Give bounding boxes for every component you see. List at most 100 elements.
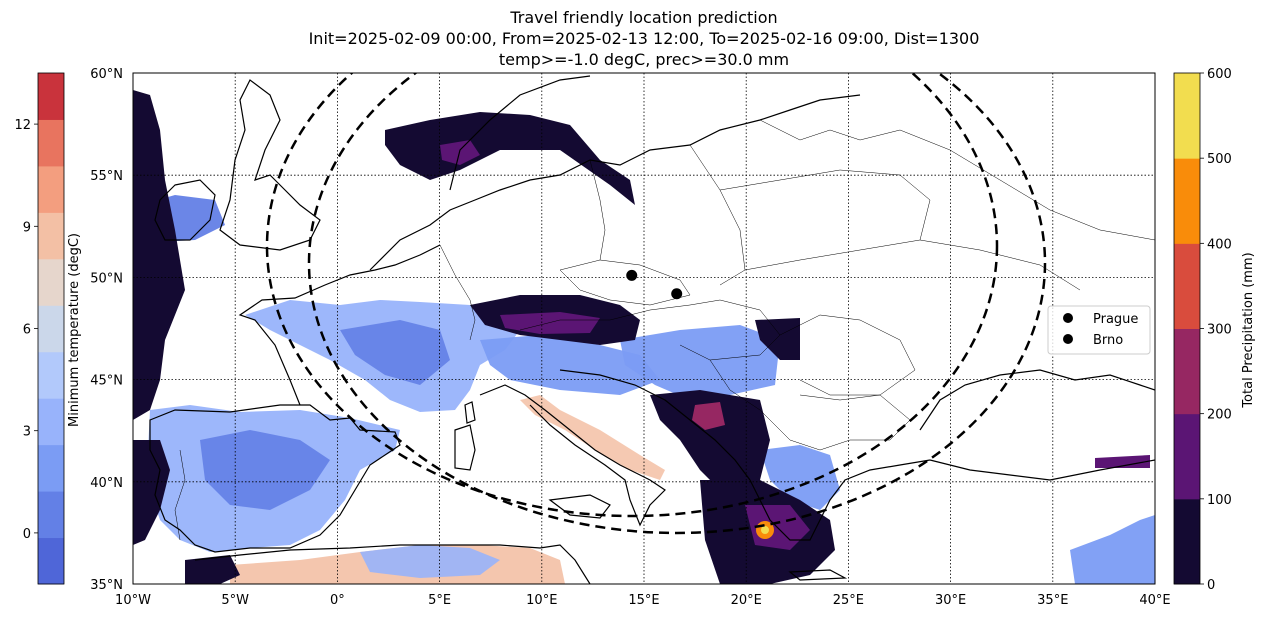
temperature-colorbar-band: [38, 398, 64, 446]
coastline-crete: [788, 569, 848, 581]
prec-max-spot-center: [761, 526, 769, 534]
lat-tick-label: 45°N: [90, 374, 123, 389]
coastline-north-sea: [369, 159, 591, 271]
precipitation-colorbar-tick-label: 100: [1207, 493, 1232, 508]
temperature-colorbar-band: [38, 491, 64, 539]
temperature-colorbar: 0 3 6 9 12: [14, 72, 65, 585]
lon-tick-label: 40°E: [1139, 593, 1170, 608]
coastline-turkey: [929, 459, 1155, 481]
precipitation-colorbar-band: [1174, 498, 1200, 585]
coastline-north-africa: [194, 544, 591, 584]
distance-circle-brno: [307, 73, 1047, 535]
prec-region-atlantic: [133, 90, 185, 420]
precipitation-colorbar-band: [1174, 328, 1200, 415]
lat-tick-label: 50°N: [90, 271, 123, 286]
temperature-colorbar-tick-label: 12: [14, 118, 31, 133]
precipitation-colorbar: 0 100 200 300 400 500 600: [1173, 67, 1232, 593]
title-line-2: Init=2025-02-09 00:00, From=2025-02-13 1…: [308, 29, 980, 48]
distance-circles: [265, 73, 1047, 535]
border-balkans: [709, 359, 851, 451]
lon-tick-label: 20°E: [731, 593, 762, 608]
border-czech: [559, 259, 691, 306]
border-poland-east: [689, 144, 746, 286]
border-romania: [779, 314, 916, 396]
temperature-colorbar-band: [38, 444, 64, 492]
coastline-great-britain: [219, 79, 321, 251]
lat-tick-label: 60°N: [90, 67, 123, 82]
temperature-colorbar-band: [38, 351, 64, 399]
lon-tick-label: 15°E: [628, 593, 659, 608]
map-frame: [132, 72, 1156, 585]
temp-region-balkans: [620, 325, 780, 400]
coastline-france: [238, 244, 441, 406]
lat-tick-label: 35°N: [90, 578, 123, 593]
map-area: [133, 73, 1155, 584]
temperature-colorbar-tick-label: 9: [23, 220, 31, 235]
map-axis-ticks: 10°W 5°W 0° 5°E 10°E 15°E 20°E 25°E 30°E 35°E 40°E…: [90, 67, 1170, 608]
border-belarus: [719, 169, 931, 241]
prec-region-black-sea: [1095, 455, 1150, 468]
temperature-colorbar-band: [38, 305, 64, 353]
city-marker-prague: [626, 269, 638, 281]
lon-tick-label: 0°: [330, 593, 345, 608]
prec-region-adriatic: [650, 390, 770, 500]
prec-region-atlantic-south: [133, 440, 170, 545]
precipitation-colorbar-band: [1174, 243, 1200, 329]
coastline-corsica: [464, 401, 476, 424]
title-line-3: temp>=-1.0 degC, prec>=30.0 mm: [498, 50, 790, 69]
prec-region-baltic-core: [440, 140, 480, 165]
lon-tick-label: 30°E: [935, 593, 966, 608]
lon-tick-label: 10°E: [526, 593, 557, 608]
lon-tick-label: 10°W: [115, 593, 151, 608]
coastline-adriatic: [559, 369, 751, 481]
precipitation-colorbar-tick-label: 500: [1207, 152, 1232, 167]
temperature-colorbar-tick-label: 0: [23, 527, 31, 542]
coastline-greece: [749, 459, 931, 541]
coastline-scandinavia: [449, 75, 591, 191]
precipitation-colorbar-band: [1174, 73, 1200, 159]
coastline-sardinia: [454, 424, 476, 471]
temperature-colorbar-band: [38, 165, 64, 213]
temp-region-north-africa-blue: [360, 545, 500, 578]
temperature-colorbar-band: [38, 258, 64, 306]
distance-circle-prague: [265, 73, 999, 518]
precipitation-colorbar-label: Total Precipitation (mm): [1241, 252, 1256, 408]
temperature-colorbar-tick-label: 3: [23, 425, 31, 440]
precipitation-colorbar-tick-label: 200: [1207, 408, 1232, 423]
border-russia: [899, 129, 1155, 241]
precipitation-colorbar-tick-label: 600: [1207, 67, 1232, 82]
temp-region-middle-east: [1070, 515, 1155, 584]
coastlines: [149, 75, 1155, 584]
title-line-1: Travel friendly location prediction: [510, 8, 778, 27]
border-germany-poland: [589, 159, 606, 261]
city-legend: Prague Brno: [1047, 305, 1151, 355]
precipitation-colorbar-tick-label: 400: [1207, 237, 1232, 252]
lon-tick-label: 5°E: [428, 593, 451, 608]
legend-marker-brno: [1063, 334, 1073, 344]
coastline-iberia: [149, 404, 401, 553]
temperature-colorbar-band: [38, 73, 64, 120]
precipitation-colorbar-tick-label: 0: [1207, 578, 1215, 593]
city-marker-brno: [671, 288, 683, 300]
precipitation-colorbar-band: [1174, 413, 1200, 500]
country-borders: [174, 119, 1155, 541]
border-bulgaria: [799, 394, 911, 441]
temp-region-greece-blue: [760, 445, 840, 510]
lat-tick-label: 40°N: [90, 476, 123, 491]
lon-tick-label: 5°W: [221, 593, 249, 608]
coastline-black-sea: [919, 369, 1155, 431]
legend-label-brno: Brno: [1093, 333, 1123, 348]
temperature-colorbar-tick-label: 6: [23, 323, 31, 338]
border-austria: [519, 304, 691, 331]
temp-region-italy-coast: [520, 395, 665, 480]
temperature-colorbar-band: [38, 212, 64, 260]
temperature-colorbar-label: Minimum temperature (degC): [67, 233, 82, 427]
border-france-germany: [439, 244, 476, 341]
prec-region-baltic: [385, 112, 635, 205]
temp-region-france-inner: [340, 320, 450, 385]
legend-marker-prague: [1063, 313, 1073, 323]
coastline-ireland: [154, 179, 216, 241]
precipitation-field: [133, 90, 1150, 584]
prec-region-balkan-north: [755, 318, 800, 360]
coastline-italy: [479, 384, 666, 527]
